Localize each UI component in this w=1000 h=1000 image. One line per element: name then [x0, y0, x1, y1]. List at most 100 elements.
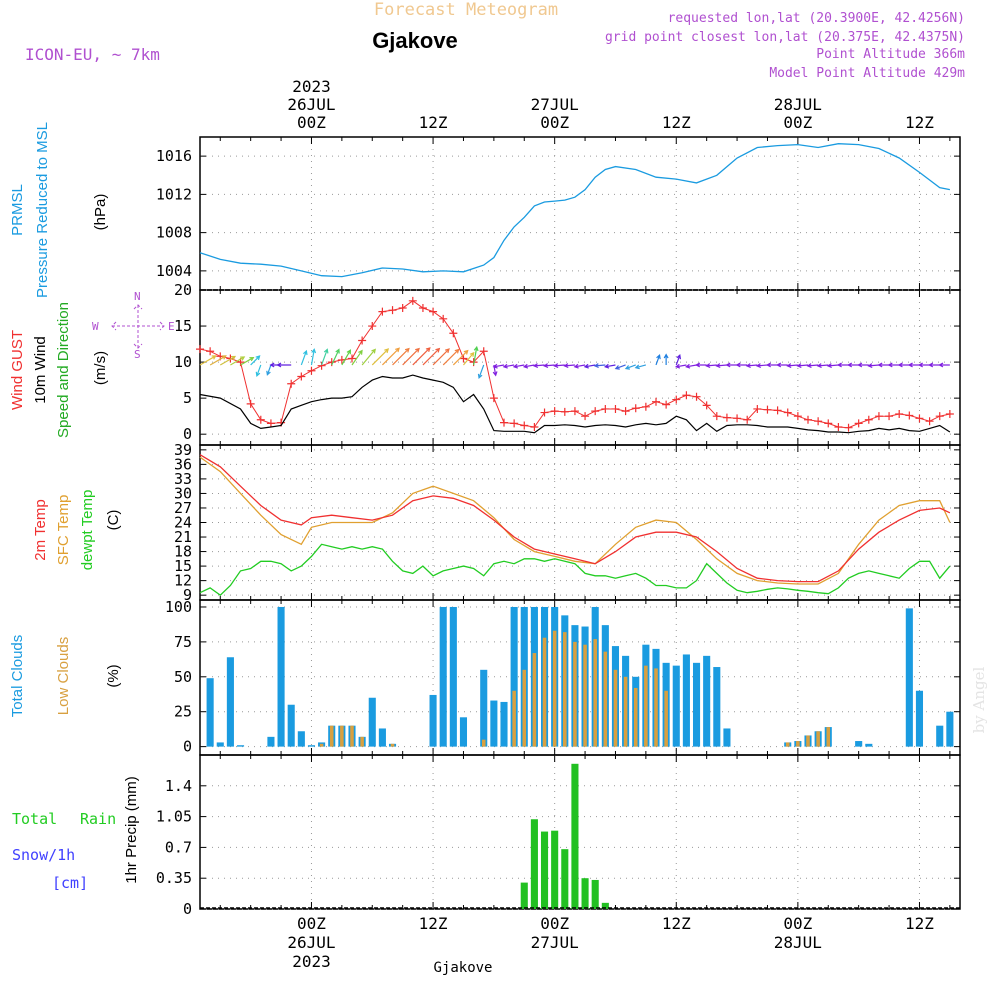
wind-arrow	[928, 362, 940, 368]
low-cloud-bar	[350, 725, 354, 747]
wind-arrow	[452, 349, 469, 366]
low-cloud-bar	[796, 741, 800, 747]
wind-arrow	[715, 363, 727, 369]
gust-marker	[672, 395, 681, 404]
gust-marker	[652, 397, 660, 406]
gust-marker	[550, 407, 559, 416]
gust-marker	[388, 306, 397, 315]
low-cloud-bar	[593, 639, 597, 747]
wind-arrow	[463, 351, 475, 366]
total-cloud-bar	[287, 704, 295, 747]
top-time-label: 26JUL	[287, 95, 335, 114]
compass-n-label: N	[134, 290, 141, 303]
low-cloud-bar	[613, 669, 618, 747]
top-time-label: 00Z	[540, 113, 569, 132]
low-cloud-bar	[532, 653, 537, 747]
y-tick-label: 1.05	[156, 808, 192, 826]
gust-marker	[925, 417, 934, 426]
pressure-panel: 1004 1008 1012 1016	[156, 136, 961, 291]
wind-arrow	[219, 355, 237, 366]
model-label: ICON-EU, ~ 7km	[25, 45, 160, 64]
wind-panel: 0 5 10 15 20	[174, 281, 961, 446]
wind-frame	[199, 289, 961, 446]
low-cloud-bar	[390, 743, 395, 747]
wind-arrow	[583, 363, 596, 369]
y-tick-label: 18	[174, 543, 192, 561]
wind-arrow	[603, 363, 616, 369]
pressure-frame	[199, 136, 961, 291]
gust-marker	[743, 415, 752, 424]
bottom-time-label: 26JUL	[287, 933, 335, 952]
gust-marker	[915, 414, 924, 423]
gust-marker	[753, 404, 762, 413]
gust-marker	[530, 422, 539, 431]
total-cloud-bar	[946, 711, 954, 747]
wind-arrow	[553, 363, 565, 369]
top-time-label: 00Z	[297, 113, 326, 132]
total-cloud-bar	[865, 743, 873, 747]
rain-bar	[581, 878, 589, 909]
wind-arrow	[755, 363, 768, 369]
wind-arrow	[300, 349, 308, 366]
gust-marker	[418, 304, 427, 313]
gust-marker	[479, 347, 488, 356]
gust-marker	[398, 304, 407, 313]
y-tick-label: 100	[165, 598, 192, 616]
wind-arrow	[663, 353, 669, 365]
total-cloud-bar	[368, 697, 376, 747]
panels-group: 1004100810121016051015209121518212427303…	[156, 77, 961, 971]
wind-arrow	[877, 362, 890, 368]
wind-arrow	[276, 362, 292, 368]
wind-arrow	[674, 363, 687, 369]
total-cloud-bar	[216, 742, 224, 747]
total-cloud-bar	[480, 669, 488, 747]
bottom-time-label: 27JUL	[531, 933, 579, 952]
top-time-label: 2023	[292, 77, 331, 96]
gust-marker	[733, 414, 742, 423]
wind-arrow	[522, 363, 535, 369]
wind-labels: Wind GUST 10m Wind Speed and Direction (…	[9, 290, 175, 438]
temp-labels: 2m Temp SFC Temp dewpt Temp (C)	[32, 490, 122, 571]
gust-marker	[844, 423, 853, 432]
clouds-panel: 0 25 50 75 100	[165, 598, 961, 756]
total-cloud-bar	[915, 690, 924, 747]
wind-arrow	[371, 348, 390, 366]
bottom-time-label: 2023	[292, 952, 331, 971]
wind-arrow	[573, 363, 586, 369]
wind-arrow	[634, 364, 647, 370]
wind-arrow	[897, 362, 910, 368]
low-cloud-bar	[573, 641, 577, 747]
bottom-time-label: 00Z	[540, 914, 569, 933]
gust-marker	[489, 394, 498, 403]
bottom-time-label: 00Z	[297, 914, 326, 933]
gust-marker	[621, 407, 630, 416]
gust-marker	[246, 399, 255, 408]
rain-label: Rain	[80, 810, 116, 828]
gust-marker	[196, 345, 204, 354]
ms-label: (m/s)	[92, 351, 109, 385]
gust-marker	[368, 322, 377, 331]
temp-2m-label: 2m Temp	[32, 499, 49, 560]
sfc-temp-line	[199, 456, 951, 585]
rain-bar	[520, 882, 528, 909]
wind-arrow	[543, 363, 555, 369]
gust-marker	[408, 296, 417, 305]
low-cloud-bar	[542, 637, 547, 747]
cm-label: [cm]	[52, 874, 88, 892]
wind-arrow	[209, 355, 227, 366]
low-cloud-bar	[785, 742, 790, 747]
gust-marker	[510, 419, 519, 428]
y-tick-label: 20	[174, 281, 192, 299]
wind-arrow	[816, 363, 829, 369]
low-cloud-bar	[522, 669, 527, 747]
top-time-label: 00Z	[783, 113, 812, 132]
low-cloud-bar	[826, 727, 831, 747]
gust-marker	[763, 405, 772, 414]
compass-e-label: E	[168, 320, 175, 333]
total-cloud-bar	[307, 745, 316, 747]
wind-arrow	[917, 362, 930, 368]
y-tick-label: 24	[174, 514, 192, 532]
gust-marker	[773, 406, 782, 415]
precip-axis-label: 1hr Precip (mm)	[123, 776, 140, 884]
wind-arrow	[502, 363, 515, 369]
